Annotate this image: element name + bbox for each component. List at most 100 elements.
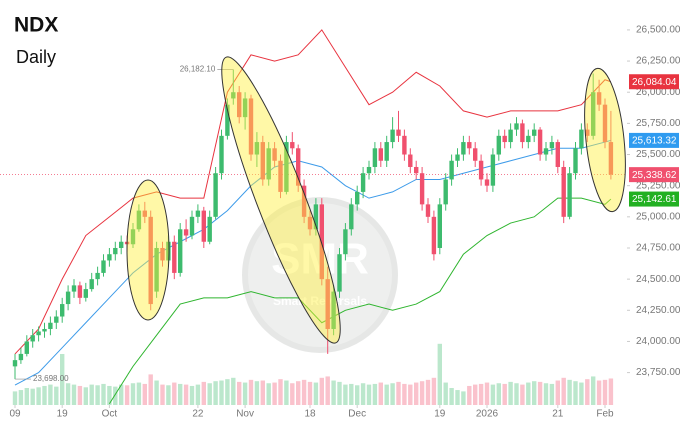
volume-bar (502, 383, 507, 405)
volume-bar (343, 384, 348, 405)
candle-body (142, 210, 147, 217)
low-annotation: 23,698.00 (33, 374, 69, 383)
band-upper-last-text: 26,084.04 (632, 77, 677, 88)
candle-body (473, 148, 478, 161)
volume-bar (402, 383, 407, 405)
volume-bar (573, 381, 578, 405)
volume-bar (561, 377, 566, 405)
candle-body (172, 241, 177, 273)
volume-bar (408, 384, 413, 405)
volume-bar (360, 383, 366, 405)
candle-body (154, 247, 159, 292)
candle-body (36, 331, 41, 336)
candle-body (266, 148, 271, 180)
volume-bar (313, 382, 319, 405)
x-tick-label: 2026 (476, 409, 499, 420)
candle-body (284, 142, 289, 192)
candle-body (290, 142, 295, 149)
volume-bar (219, 380, 224, 405)
volume-bar (449, 388, 454, 405)
candle-body (237, 92, 242, 118)
candle-body (414, 166, 419, 174)
candle-body (455, 154, 460, 161)
candle-body (24, 341, 29, 354)
volume-bar (372, 383, 378, 405)
candle-body (160, 247, 165, 261)
candle-body (478, 160, 484, 180)
volume-bar (337, 381, 342, 405)
candle-body (567, 173, 572, 217)
volume-bar (331, 380, 336, 405)
candle-body (408, 154, 413, 167)
candle-body (331, 291, 336, 329)
volume-bar (113, 386, 118, 405)
candle-body (608, 142, 614, 175)
candle-body (526, 135, 531, 143)
candle-body (195, 210, 201, 217)
volume-bar (130, 383, 136, 405)
candle-body (390, 129, 395, 143)
volume-bar (520, 384, 525, 405)
candle-body (425, 204, 431, 217)
volume-bar (549, 383, 555, 405)
candle-body (166, 241, 171, 261)
volume-bar (24, 388, 29, 405)
x-tick-label: Dec (348, 409, 366, 420)
candle-body (514, 123, 519, 130)
candle-body (48, 322, 53, 329)
volume-bar (201, 381, 206, 405)
volume-bar (195, 384, 201, 405)
candle-body (83, 289, 88, 298)
candle-body (366, 166, 372, 174)
y-tick-label: 25,750.00 (636, 118, 680, 129)
candle-body (543, 148, 549, 155)
volume-bar (101, 383, 106, 405)
volume-bar (119, 384, 124, 405)
band-middle (14, 139, 612, 386)
candle-body (30, 335, 35, 342)
candle-body (508, 129, 513, 143)
candle-body (77, 285, 83, 298)
volume-bar (254, 381, 260, 405)
volume-bar (278, 379, 283, 405)
volume-bar (349, 383, 354, 405)
volume-bar (585, 379, 590, 405)
candle-body (148, 216, 153, 305)
candle-body (520, 123, 525, 143)
candle-body (555, 142, 560, 167)
candle-body (532, 129, 537, 136)
volume-bar (443, 382, 448, 405)
y-tick-label: 24,750.00 (636, 243, 680, 254)
candle-body (242, 98, 248, 118)
candle-body (449, 160, 454, 180)
candle-body (225, 104, 230, 136)
volume-bar (325, 376, 330, 405)
candle-body (12, 360, 18, 367)
volume-bar (231, 377, 236, 405)
candle-body (461, 142, 466, 155)
candle-body (207, 216, 212, 242)
candle-body (296, 148, 301, 186)
candle-body (602, 104, 608, 143)
x-tick-label: Oct (102, 409, 118, 420)
candle-body (189, 216, 195, 236)
volume-bar (396, 381, 401, 405)
volume-bar (596, 380, 602, 405)
volume-bar (284, 380, 289, 405)
candle-body (60, 304, 65, 317)
candle-body (360, 173, 366, 192)
candle-body (301, 185, 307, 217)
last-close-text: 25,338.62 (632, 170, 677, 181)
volume-bar (237, 381, 242, 405)
volume-bar (414, 382, 419, 405)
volume-bar (89, 384, 94, 405)
candle-body (490, 154, 496, 186)
candle-body (119, 241, 124, 248)
candle-body (178, 229, 183, 273)
volume-bar (207, 383, 212, 405)
candle-body (496, 135, 501, 155)
volume-bar (591, 376, 596, 405)
volume-bar (319, 377, 324, 405)
highlight-ellipse (584, 67, 626, 213)
volume-bar (301, 379, 307, 405)
